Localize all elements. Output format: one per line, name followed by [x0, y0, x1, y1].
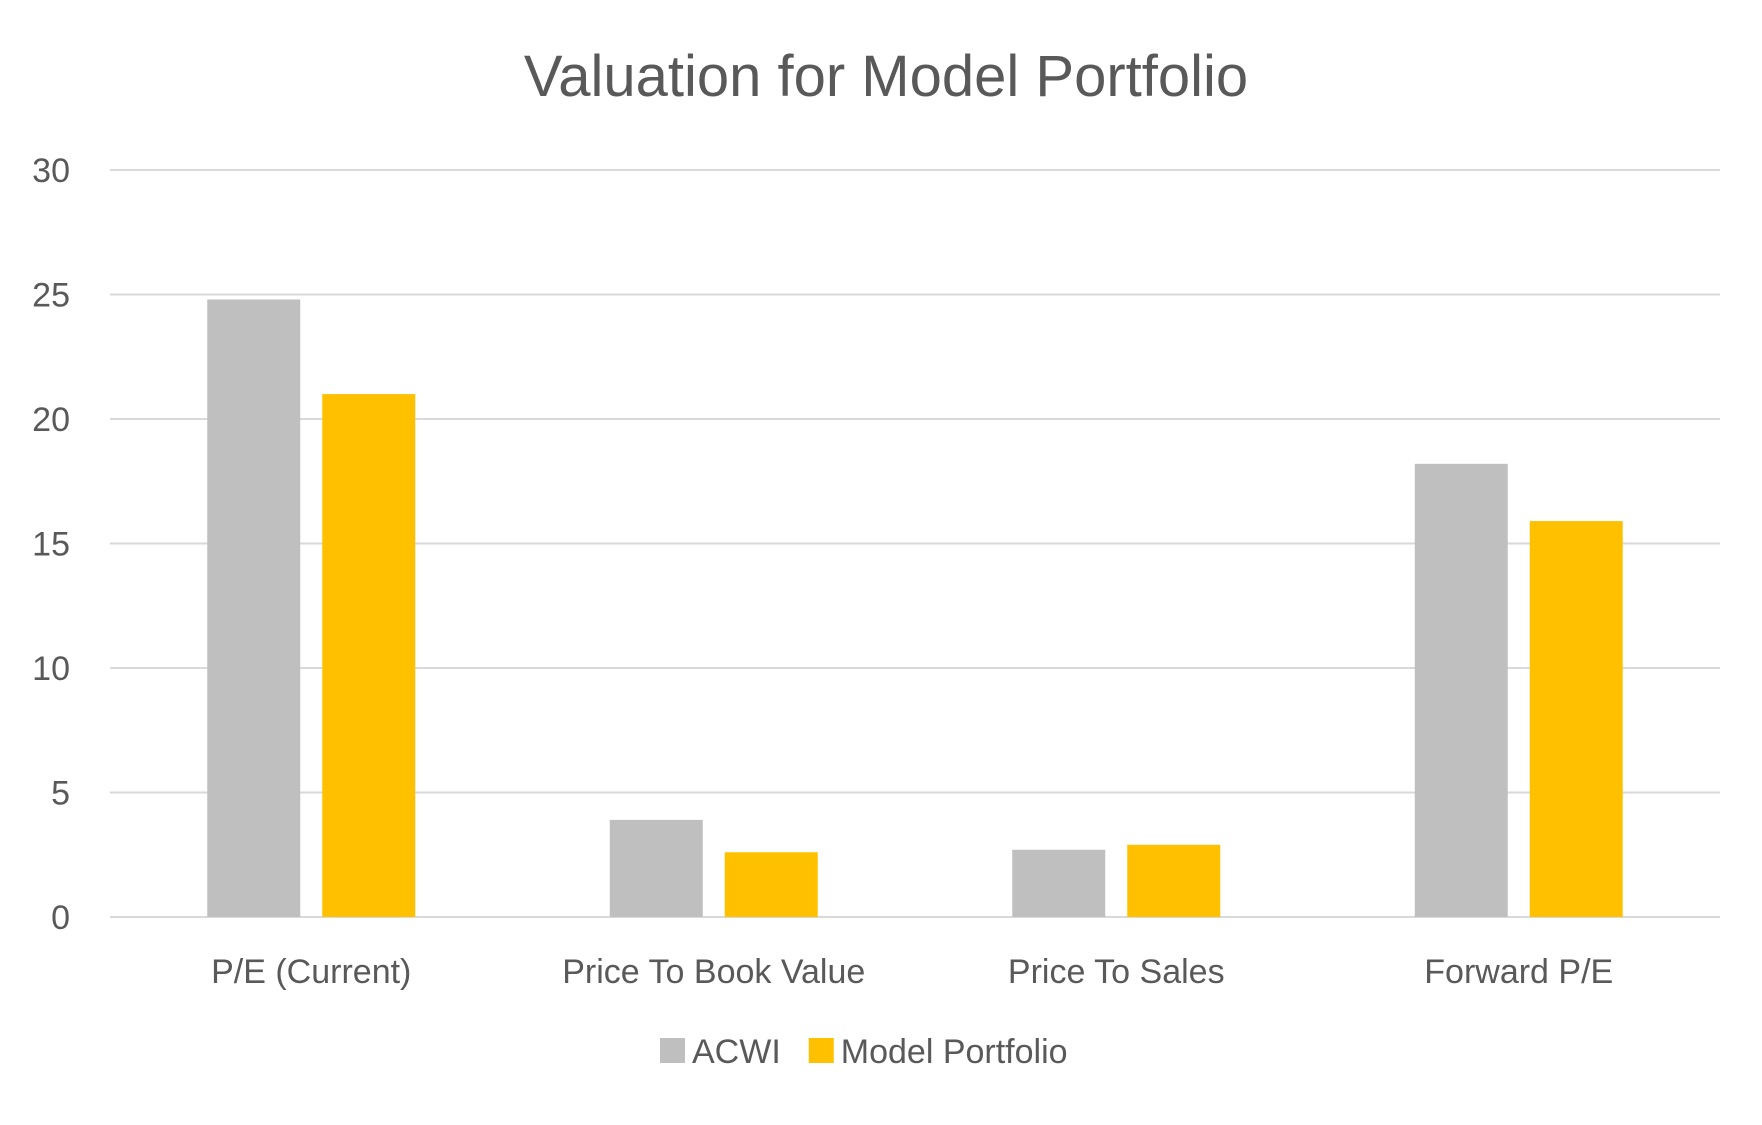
bars: [207, 299, 1623, 918]
y-axis-ticks: 0 5 10 15 20 25 30: [32, 152, 70, 937]
legend-swatch: [808, 1038, 834, 1063]
y-tick-label: 0: [51, 899, 70, 937]
bar-acwi: [1012, 849, 1106, 917]
x-axis-categories: P/E (Current) Price To Book Value Price To…: [211, 953, 1613, 991]
y-tick-label: 25: [32, 277, 70, 315]
y-tick-label: 30: [32, 152, 70, 190]
x-category-label: P/E (Current): [211, 953, 411, 991]
x-category-label: Price To Sales: [1008, 953, 1225, 991]
legend-label: ACWI: [692, 1033, 781, 1071]
x-category-label: Forward P/E: [1424, 953, 1613, 991]
bar-acwi: [1414, 463, 1508, 917]
legend: ACWI Model Portfolio: [660, 1033, 1068, 1071]
bar-model-portfolio: [724, 852, 818, 917]
bar-acwi: [207, 299, 301, 918]
y-tick-label: 20: [32, 401, 70, 439]
chart-title: Valuation for Model Portfolio: [524, 44, 1248, 109]
bar-model-portfolio: [322, 394, 416, 918]
bar-model-portfolio: [1127, 844, 1221, 917]
x-category-label: Price To Book Value: [562, 953, 865, 991]
y-tick-label: 15: [32, 526, 70, 564]
bar-acwi: [609, 819, 703, 917]
legend-label: Model Portfolio: [841, 1033, 1068, 1071]
y-tick-label: 5: [51, 775, 70, 813]
y-tick-label: 10: [32, 650, 70, 688]
bar-model-portfolio: [1529, 521, 1623, 917]
legend-swatch: [660, 1038, 685, 1063]
